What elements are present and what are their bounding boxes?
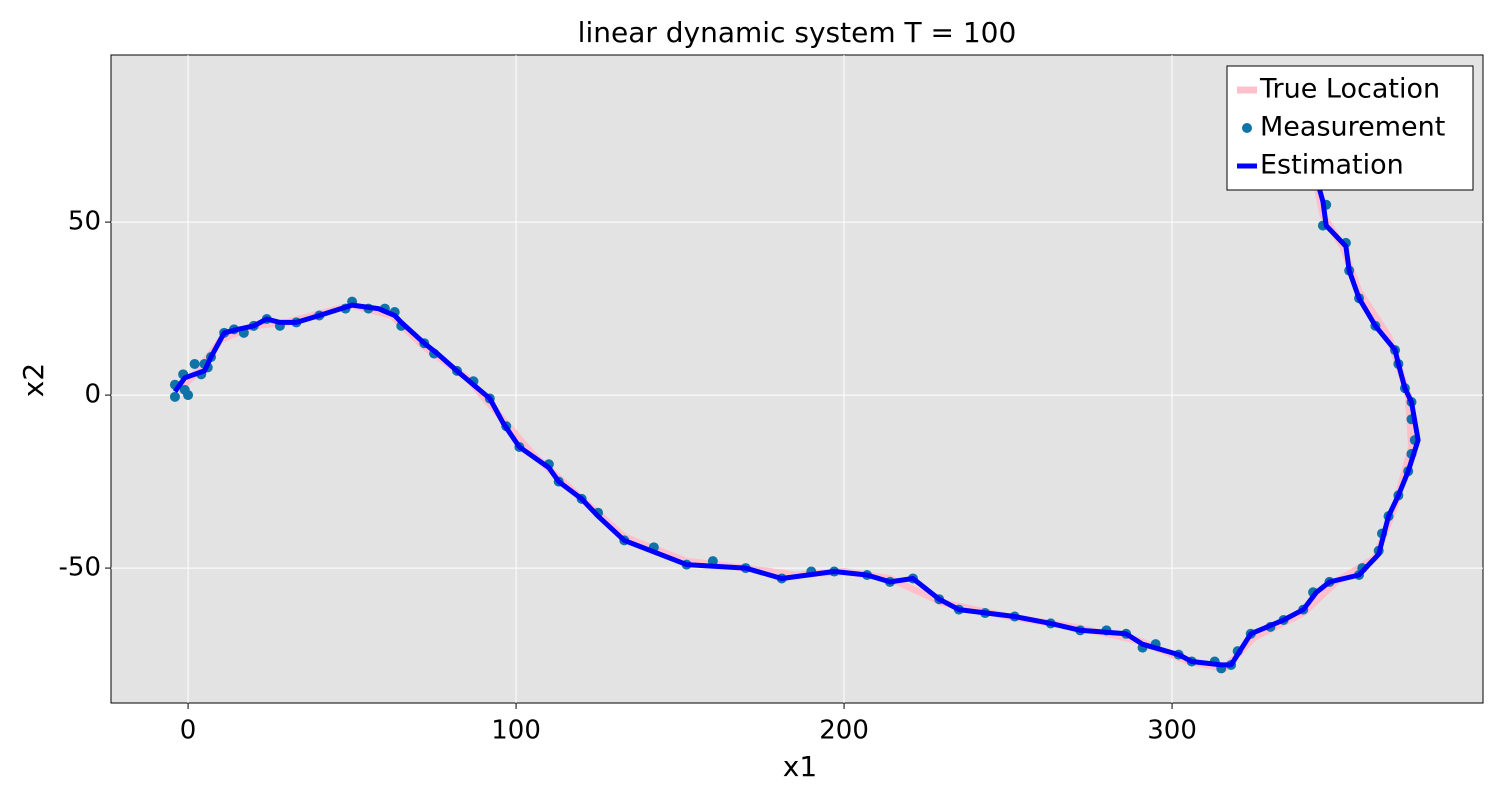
plot-content [169, 161, 1421, 674]
measurement-point [189, 358, 200, 369]
y-tick-label: 50 [68, 207, 101, 237]
y-tick-label: -50 [59, 553, 101, 583]
x-tick-label: 200 [819, 716, 869, 746]
y-tick-label: 0 [84, 380, 101, 410]
legend-label: Estimation [1260, 150, 1404, 181]
x-tick-label: 100 [491, 716, 541, 746]
measurement-point [169, 391, 180, 402]
y-axis-label: x2 [17, 363, 50, 397]
x-tick-label: 300 [1147, 716, 1197, 746]
legend-marker [1242, 123, 1252, 133]
x-axis-label: x1 [783, 750, 817, 783]
series-line [172, 166, 1421, 668]
legend-label: Measurement [1260, 112, 1445, 143]
legend-box [1226, 65, 1474, 191]
chart-title: linear dynamic system T = 100 [578, 16, 1017, 49]
x-tick-label: 0 [180, 716, 197, 746]
measurement-point [183, 390, 194, 401]
legend-label: True Location [1259, 74, 1440, 105]
